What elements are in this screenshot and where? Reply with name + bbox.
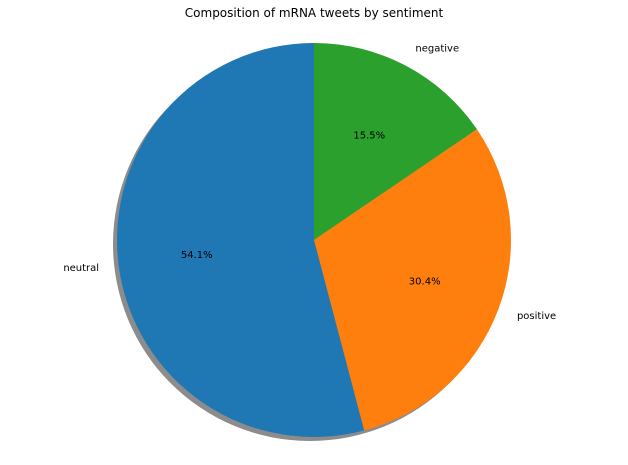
slice-percent-negative: 15.5% <box>353 131 385 142</box>
pie-labels: negative 15.5% positive 30.4% neutral 54.1% <box>63 43 556 321</box>
slice-percent-positive: 30.4% <box>409 276 441 287</box>
slice-label-neutral: neutral <box>63 263 99 274</box>
pie-slices <box>116 43 512 438</box>
pie-slice-positive <box>314 129 512 431</box>
slice-label-positive: positive <box>517 311 556 322</box>
pie-slice-neutral <box>116 43 365 438</box>
pie-slice-negative <box>314 43 477 240</box>
slice-percent-neutral: 54.1% <box>181 250 213 261</box>
slice-label-negative: negative <box>415 43 459 54</box>
chart-title: Composition of mRNA tweets by sentiment <box>185 6 444 20</box>
